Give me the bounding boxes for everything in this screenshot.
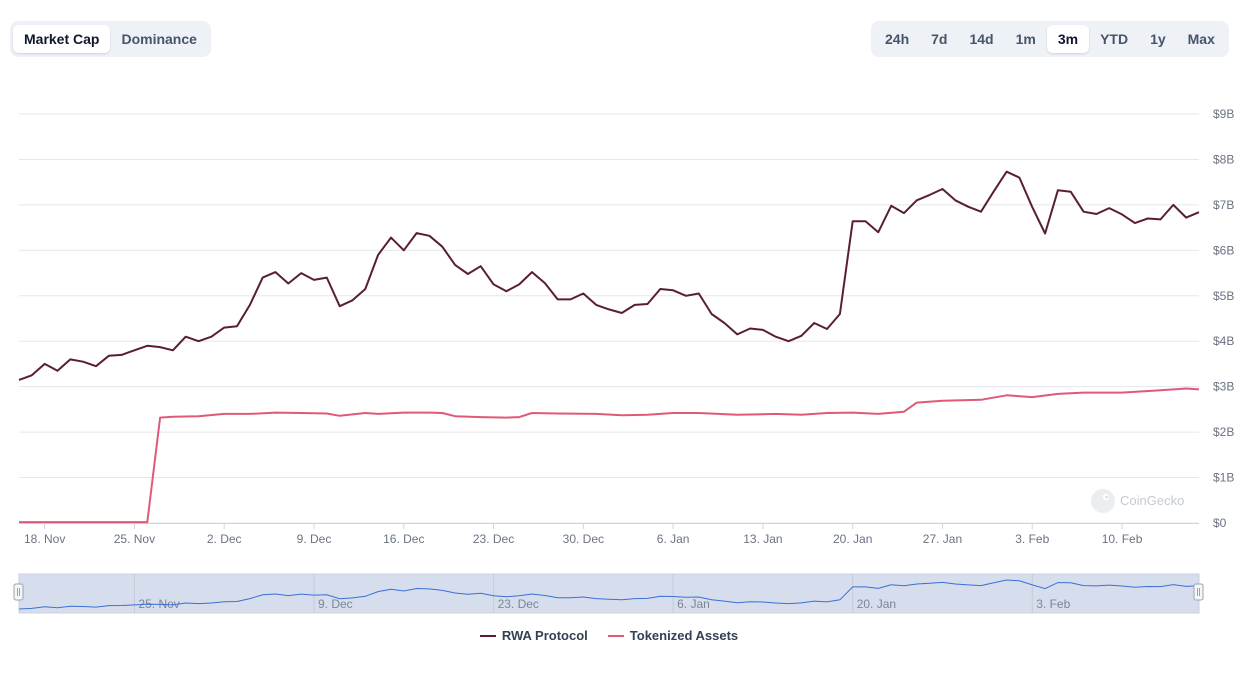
y-tick-label: $6B [1213, 243, 1234, 257]
x-tick-label: 6. Jan [657, 532, 690, 546]
y-tick-label: $7B [1213, 198, 1234, 212]
x-tick-label: 23. Dec [473, 532, 514, 546]
x-tick-label: 16. Dec [383, 532, 424, 546]
x-tick-label: 9. Dec [297, 532, 332, 546]
x-tick-label: 18. Nov [24, 532, 65, 546]
legend-swatch-tokenized-assets [607, 634, 624, 637]
series-line-rwa-protocol [18, 170, 1200, 381]
x-tick-label: 10. Feb [1102, 532, 1143, 546]
x-tick-label: 30. Dec [563, 532, 604, 546]
range-14d-button[interactable]: 14d [958, 25, 1004, 53]
y-tick-label: $2B [1213, 425, 1234, 439]
legend-item-rwa-protocol[interactable]: RWA Protocol [479, 628, 588, 643]
navigator[interactable]: 25. Nov 9. Dec 23. Dec 6. Jan 20. Jan 3. Feb [13, 573, 1204, 614]
navigator-tick-label: 9. Dec [318, 597, 353, 611]
y-tick-label: $3B [1213, 380, 1234, 394]
y-tick-label: $1B [1213, 471, 1234, 485]
tab-market-cap[interactable]: Market Cap [13, 25, 111, 53]
navigator-background[interactable] [18, 573, 1200, 614]
x-tick-label: 2. Dec [207, 532, 242, 546]
x-axis-labels: 18. Nov 25. Nov 2. Dec 9. Dec 16. Dec 23. Dec… [24, 523, 1143, 546]
y-tick-label: $5B [1213, 289, 1234, 303]
legend-swatch-rwa-protocol [479, 634, 496, 637]
metric-toggle-group: Market Cap Dominance [10, 21, 211, 57]
navigator-tick-label: 20. Jan [857, 597, 896, 611]
y-axis-labels: $0 $1B $2B $3B $4B $5B $6B $7B $8B $9B [1213, 107, 1234, 530]
grid-lines [19, 113, 1199, 524]
series-line-tokenized-assets [19, 387, 1200, 524]
gecko-logo-icon [1091, 489, 1115, 513]
range-max-button[interactable]: Max [1177, 25, 1226, 53]
y-tick-label: $8B [1213, 152, 1234, 166]
y-tick-label: $0 [1213, 516, 1227, 530]
range-toggle-group: 24h 7d 14d 1m 3m YTD 1y Max [871, 21, 1229, 57]
navigator-right-handle[interactable] [1193, 583, 1204, 601]
navigator-line [18, 579, 1200, 610]
x-tick-label: 25. Nov [114, 532, 155, 546]
navigator-tick-label: 23. Dec [498, 597, 539, 611]
watermark-text: CoinGecko [1120, 493, 1184, 508]
market-cap-chart[interactable]: $0 $1B $2B $3B $4B $5B $6B $7B $8B $9B 18. Nov 25.… [0, 0, 1258, 620]
x-tick-label: 27. Jan [923, 532, 962, 546]
range-ytd-button[interactable]: YTD [1089, 25, 1139, 53]
x-tick-label: 13. Jan [743, 532, 782, 546]
range-1y-button[interactable]: 1y [1139, 25, 1177, 53]
range-1m-button[interactable]: 1m [1005, 25, 1047, 53]
x-tick-label: 20. Jan [833, 532, 872, 546]
y-tick-label: $4B [1213, 334, 1234, 348]
coingecko-watermark: CoinGecko [1091, 489, 1184, 513]
navigator-left-handle[interactable] [13, 583, 24, 601]
navigator-tick-label: 6. Jan [677, 597, 710, 611]
range-7d-button[interactable]: 7d [920, 25, 958, 53]
range-24h-button[interactable]: 24h [874, 25, 920, 53]
range-3m-button[interactable]: 3m [1046, 25, 1090, 53]
tab-dominance[interactable]: Dominance [110, 25, 207, 53]
x-tick-label: 3. Feb [1015, 532, 1049, 546]
navigator-tick-label: 3. Feb [1036, 597, 1070, 611]
y-tick-label: $9B [1213, 107, 1234, 121]
chart-legend: RWA Protocol Tokenized Assets [0, 628, 1218, 643]
legend-item-tokenized-assets[interactable]: Tokenized Assets [607, 628, 739, 643]
legend-label-rwa-protocol: RWA Protocol [501, 628, 588, 643]
legend-label-tokenized-assets: Tokenized Assets [629, 628, 739, 643]
